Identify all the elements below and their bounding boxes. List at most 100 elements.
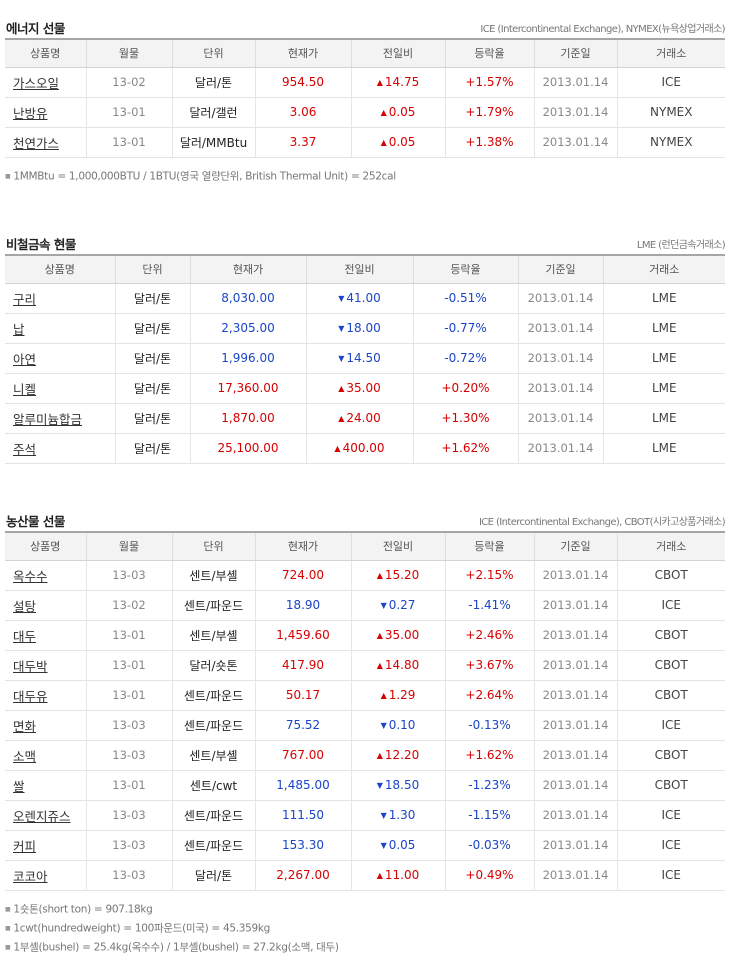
product-name-link[interactable]: 아연	[13, 351, 37, 367]
price-cell: 767.00	[254, 740, 351, 771]
product-name-link[interactable]: 대두유	[13, 688, 48, 704]
triangle-up-icon: ▲	[380, 108, 387, 117]
product-name-link[interactable]: 알루미늄합금	[13, 411, 83, 427]
unit-cell: 달러/톤	[114, 343, 190, 374]
change-value: 14.50	[346, 351, 381, 365]
product-name-link[interactable]: 난방유	[13, 105, 48, 121]
product-name-cell: 커피	[5, 830, 86, 861]
rate-cell: -0.77%	[412, 313, 518, 344]
change-cell: ▲ 400.00	[305, 433, 413, 464]
price-cell: 1,870.00	[189, 403, 306, 434]
unit-cell: 달러/숏톤	[171, 650, 255, 681]
rate-cell: -1.41%	[444, 590, 534, 621]
agri-section: 농산물 선물 ICE (Intercontinental Exchange), …	[5, 505, 726, 957]
exchange-cell: ICE	[616, 590, 725, 621]
change-cell: ▲ 14.75	[350, 67, 445, 98]
product-name-link[interactable]: 코코아	[13, 868, 48, 884]
product-name-link[interactable]: 면화	[13, 718, 37, 734]
unit-cell: 센트/파운드	[171, 710, 255, 741]
metals-title: 비철금속 현물	[6, 237, 76, 252]
table-row: 납 달러/톤 2,305.00 ▼ 18.00 -0.77% 2013.01.14 LME	[5, 313, 725, 344]
rate-cell: +2.64%	[444, 680, 534, 711]
column-header: 현재가	[189, 254, 306, 284]
unit-cell: 센트/부셸	[171, 620, 255, 651]
contract-month-cell: 13-03	[85, 800, 172, 831]
triangle-up-icon: ▲	[376, 871, 383, 880]
rate-cell: +1.38%	[444, 127, 534, 158]
date-cell: 2013.01.14	[517, 433, 603, 464]
product-name-cell: 구리	[5, 283, 115, 314]
footnote: ■ 1cwt(hundredweight) = 100파운드(미국) = 45.3…	[5, 919, 725, 938]
column-header: 기준일	[517, 254, 603, 284]
change-value: 0.27	[388, 598, 416, 612]
unit-cell: 달러/톤	[171, 67, 255, 98]
change-value: 14.75	[384, 75, 420, 89]
change-value: 41.00	[346, 291, 381, 305]
energy-table-header: 상품명 월물 단위 현재가 전일비 등락율 기준일 거래소	[5, 38, 725, 68]
change-cell: ▼ 0.05	[350, 830, 445, 861]
product-name-link[interactable]: 대두	[13, 628, 37, 644]
change-cell: ▲ 0.05	[350, 97, 445, 128]
agri-notes: ■ 1숏톤(short ton) = 907.18kg ■ 1cwt(hundredw…	[5, 900, 725, 957]
product-name-link[interactable]: 니켈	[13, 381, 37, 397]
price-cell: 8,030.00	[189, 283, 306, 314]
product-name-link[interactable]: 커피	[13, 838, 37, 854]
contract-month-cell: 13-01	[85, 680, 172, 711]
unit-cell: 달러/톤	[114, 373, 190, 404]
product-name-link[interactable]: 가스오일	[13, 75, 60, 91]
product-name-link[interactable]: 주석	[13, 441, 37, 457]
change-cell: ▼ 0.10	[350, 710, 445, 741]
energy-header: 에너지 선물 ICE (Intercontinental Exchange), …	[5, 12, 726, 38]
product-name-link[interactable]: 설탕	[13, 598, 37, 614]
rate-cell: -0.51%	[412, 283, 518, 314]
footnote-text: 1cwt(hundredweight) = 100파운드(미국) = 45.35…	[13, 922, 271, 934]
exchange-cell: CBOT	[616, 770, 725, 801]
product-name-cell: 니켈	[5, 373, 115, 404]
product-name-link[interactable]: 오렌지쥬스	[13, 808, 71, 824]
product-name-link[interactable]: 쌀	[13, 778, 25, 794]
column-header: 거래소	[616, 38, 725, 68]
column-header: 상품명	[5, 38, 86, 68]
change-value: 1.30	[388, 808, 416, 822]
table-row: 니켈 달러/톤 17,360.00 ▲ 35.00 +0.20% 2013.01.14 LME	[5, 373, 725, 404]
table-row: 구리 달러/톤 8,030.00 ▼ 41.00 -0.51% 2013.01.14 LME	[5, 283, 725, 314]
rate-cell: -1.15%	[444, 800, 534, 831]
price-cell: 1,996.00	[189, 343, 306, 374]
energy-table: 상품명 월물 단위 현재가 전일비 등락율 기준일 거래소 가스오일 13-02 달러/톤 954.…	[5, 38, 725, 158]
product-name-cell: 가스오일	[5, 67, 86, 98]
column-header: 단위	[171, 531, 255, 561]
unit-cell: 센트/파운드	[171, 680, 255, 711]
column-header: 등락율	[444, 531, 534, 561]
table-row: 옥수수 13-03 센트/부셸 724.00 ▲ 15.20 +2.15% 2013.01.1…	[5, 560, 725, 591]
price-cell: 75.52	[254, 710, 351, 741]
triangle-down-icon: ▼	[338, 354, 345, 363]
column-header: 상품명	[5, 531, 86, 561]
product-name-link[interactable]: 소맥	[13, 748, 37, 764]
unit-cell: 달러/톤	[114, 313, 190, 344]
table-row: 소맥 13-03 센트/부셸 767.00 ▲ 12.20 +1.62% 2013.01.14…	[5, 740, 725, 771]
product-name-link[interactable]: 대두박	[13, 658, 48, 674]
table-row: 오렌지쥬스 13-03 센트/파운드 111.50 ▼ 1.30 -1.15% 2013.01…	[5, 800, 725, 831]
bullet-icon: ■	[5, 172, 11, 180]
rate-cell: +1.57%	[444, 67, 534, 98]
table-row: 대두박 13-01 달러/숏톤 417.90 ▲ 14.80 +3.67% 2013.01.1…	[5, 650, 725, 681]
rate-cell: +1.62%	[444, 740, 534, 771]
product-name-cell: 옥수수	[5, 560, 86, 591]
rate-cell: -1.23%	[444, 770, 534, 801]
metals-table-header: 상품명 단위 현재가 전일비 등락율 기준일 거래소	[5, 254, 725, 284]
date-cell: 2013.01.14	[533, 680, 617, 711]
metals-header: 비철금속 현물 LME (런던금속거래소)	[5, 228, 726, 254]
energy-source: ICE (Intercontinental Exchange), NYMEX(뉴…	[480, 24, 725, 35]
triangle-up-icon: ▲	[376, 661, 383, 670]
table-row: 가스오일 13-02 달러/톤 954.50 ▲ 14.75 +1.57% 2013.01.1…	[5, 67, 725, 98]
exchange-cell: CBOT	[616, 560, 725, 591]
price-cell: 724.00	[254, 560, 351, 591]
product-name-link[interactable]: 옥수수	[13, 568, 48, 584]
product-name-link[interactable]: 천연가스	[13, 135, 60, 151]
change-value: 12.20	[384, 748, 420, 762]
column-header: 전일비	[305, 254, 413, 284]
product-name-link[interactable]: 구리	[13, 291, 37, 307]
bullet-icon: ■	[5, 905, 11, 913]
product-name-link[interactable]: 납	[13, 321, 25, 337]
price-cell: 17,360.00	[189, 373, 306, 404]
